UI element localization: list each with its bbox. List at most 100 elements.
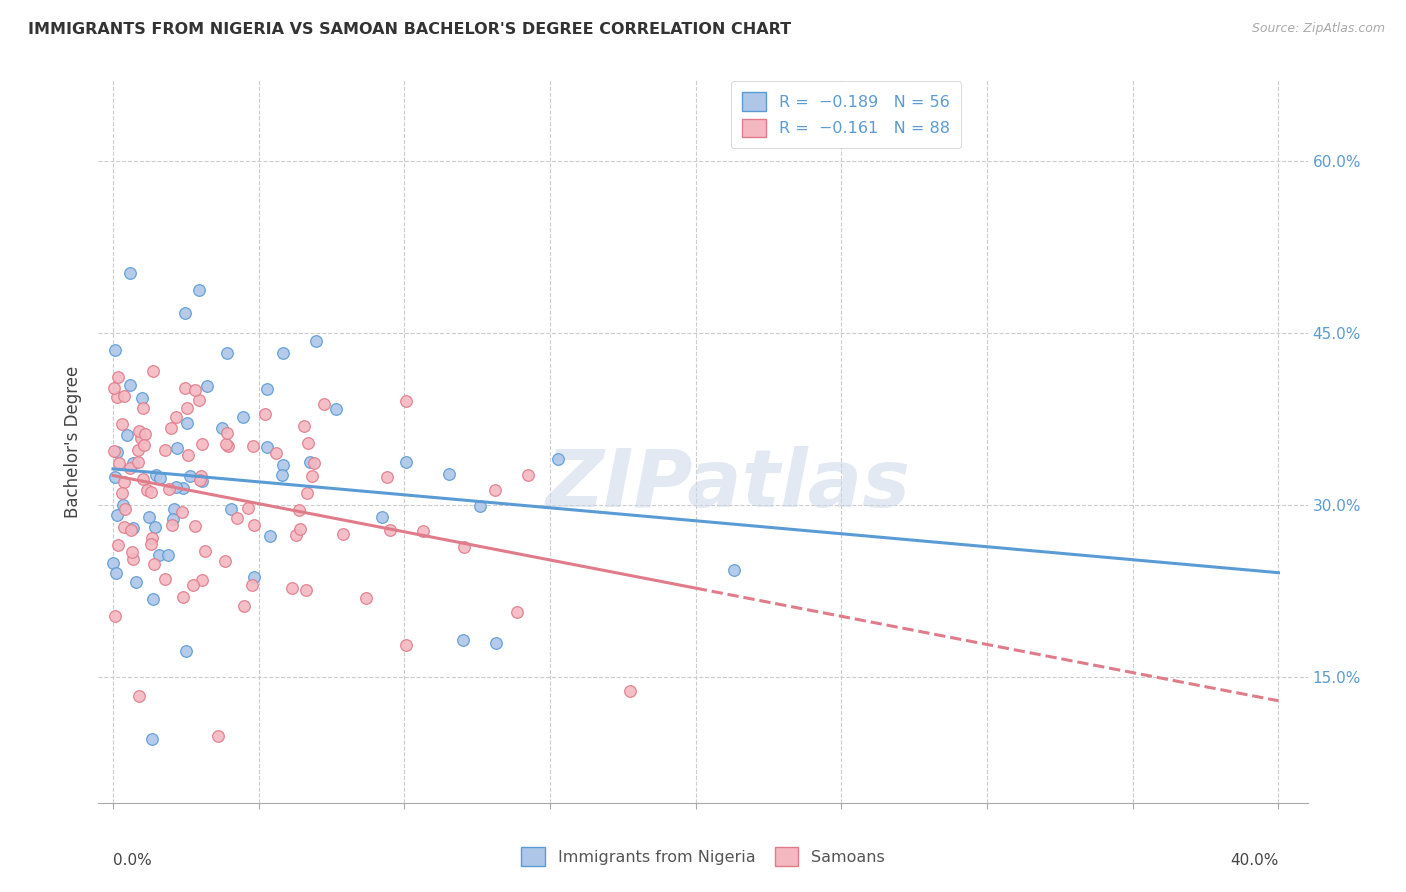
Point: [302, 456, 325, 470]
Point: [305, 334, 328, 349]
Point: [132, 438, 155, 452]
Point: [484, 483, 506, 498]
Point: [214, 554, 236, 568]
Point: [160, 518, 183, 533]
Point: [131, 391, 153, 405]
Point: [121, 545, 143, 559]
Point: [191, 437, 214, 451]
Point: [143, 558, 166, 572]
Text: 0.0%: 0.0%: [112, 854, 152, 869]
Point: [105, 445, 128, 459]
Point: [243, 517, 266, 532]
Point: [148, 549, 170, 563]
Point: [112, 475, 135, 490]
Point: [273, 458, 295, 473]
Point: [111, 417, 134, 431]
Point: [149, 470, 172, 484]
Point: [105, 566, 128, 580]
Point: [112, 499, 135, 513]
Point: [191, 475, 214, 489]
Point: [122, 521, 145, 535]
Point: [380, 524, 402, 538]
Point: [176, 416, 198, 430]
Point: [142, 363, 165, 377]
Point: [371, 509, 394, 524]
Point: [141, 537, 163, 551]
Point: [107, 538, 129, 552]
Point: [215, 437, 238, 451]
Point: [256, 382, 278, 396]
Point: [112, 388, 135, 402]
Point: [103, 556, 125, 570]
Point: [412, 524, 434, 538]
Point: [121, 456, 143, 470]
Point: [280, 581, 302, 595]
Point: [166, 441, 188, 455]
Y-axis label: Bachelor's Degree: Bachelor's Degree: [65, 366, 83, 517]
Point: [111, 485, 134, 500]
Point: [131, 472, 153, 486]
Point: [105, 508, 128, 523]
Point: [174, 644, 197, 658]
Point: [120, 461, 142, 475]
Point: [453, 540, 475, 554]
Point: [485, 636, 508, 650]
Point: [129, 432, 152, 446]
Point: [619, 684, 641, 698]
Point: [128, 689, 150, 703]
Point: [103, 444, 125, 458]
Point: [141, 531, 163, 545]
Point: [232, 410, 254, 425]
Point: [112, 519, 135, 533]
Text: IMMIGRANTS FROM NIGERIA VS SAMOAN BACHELOR'S DEGREE CORRELATION CHART: IMMIGRANTS FROM NIGERIA VS SAMOAN BACHEL…: [28, 22, 792, 37]
Point: [242, 439, 264, 453]
Point: [233, 599, 256, 614]
Point: [295, 485, 318, 500]
Point: [142, 592, 165, 607]
Point: [312, 397, 335, 411]
Point: [295, 582, 318, 597]
Point: [127, 455, 149, 469]
Point: [155, 443, 177, 458]
Point: [439, 467, 461, 481]
Point: [172, 505, 194, 519]
Point: [118, 377, 141, 392]
Point: [243, 570, 266, 584]
Point: [120, 266, 142, 280]
Point: [125, 574, 148, 589]
Point: [301, 469, 323, 483]
Point: [217, 346, 239, 360]
Point: [506, 605, 529, 619]
Text: ZIPatlas: ZIPatlas: [544, 446, 910, 524]
Point: [156, 549, 179, 563]
Point: [120, 523, 142, 537]
Point: [134, 427, 156, 442]
Point: [468, 499, 491, 513]
Point: [238, 501, 260, 516]
Point: [187, 283, 209, 297]
Point: [356, 591, 378, 605]
Point: [104, 343, 127, 357]
Point: [117, 428, 139, 442]
Point: [162, 512, 184, 526]
Point: [242, 577, 264, 591]
Point: [394, 455, 416, 469]
Point: [107, 369, 129, 384]
Text: 40.0%: 40.0%: [1230, 854, 1278, 869]
Point: [270, 467, 292, 482]
Point: [259, 529, 281, 543]
Point: [160, 421, 183, 435]
Point: [104, 470, 127, 484]
Point: [190, 473, 212, 487]
Point: [264, 445, 287, 459]
Point: [256, 440, 278, 454]
Point: [176, 401, 198, 416]
Point: [138, 509, 160, 524]
Point: [290, 522, 312, 536]
Point: [254, 408, 277, 422]
Point: [122, 552, 145, 566]
Point: [163, 502, 186, 516]
Point: [107, 456, 129, 470]
Point: [184, 518, 207, 533]
Point: [188, 393, 211, 408]
